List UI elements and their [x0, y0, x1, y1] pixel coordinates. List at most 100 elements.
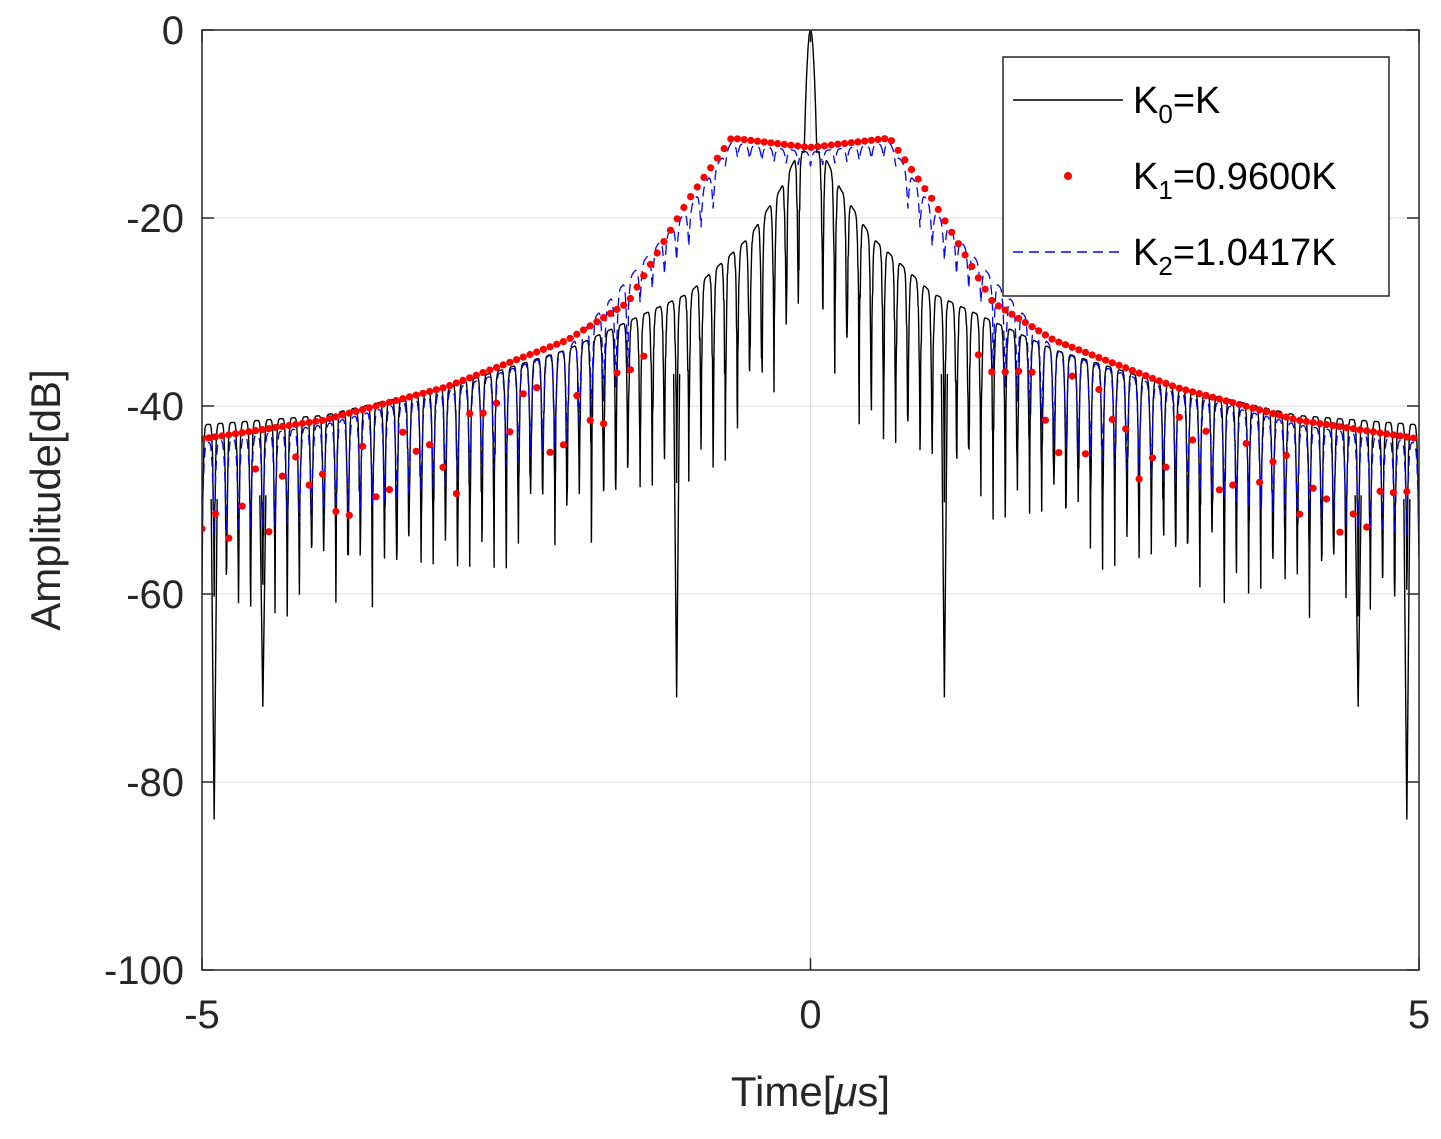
series-k1-point [432, 386, 440, 394]
series-k1-point [298, 419, 306, 427]
series-k1-point [492, 363, 501, 372]
series-k1-point [452, 379, 460, 387]
series-k1-point [238, 429, 246, 437]
series-k1-point [1276, 411, 1284, 419]
series-k1-point [1088, 351, 1096, 359]
series-k1-point [506, 358, 514, 366]
series-k1-point [405, 393, 414, 401]
series-k1-point [1296, 510, 1304, 518]
series-k1-point [1282, 413, 1290, 421]
series-k1-point [1028, 368, 1036, 376]
series-k1-point [566, 334, 574, 342]
series-k1-point [1081, 450, 1090, 458]
series-k1-point [988, 368, 996, 376]
series-k0-null [210, 499, 218, 820]
series-k1-point [238, 502, 246, 510]
series-k1-point [345, 409, 353, 417]
y-tick-label: -100 [104, 949, 184, 993]
series-k1-point [774, 140, 782, 148]
legend-label-k0-base: K [1133, 80, 1158, 122]
series-k1-point [372, 493, 380, 501]
series-k0-null [672, 374, 681, 698]
series-k1-point [459, 376, 467, 384]
series-k1-point [1102, 356, 1110, 364]
series-k1-point [1001, 368, 1009, 376]
series-k1-point [1055, 338, 1063, 346]
series-k1-point [1403, 433, 1411, 441]
series-k0-null [259, 495, 267, 707]
series-k1-point [600, 314, 608, 322]
series-k1-point [1075, 346, 1083, 354]
series-k1-point [780, 140, 788, 148]
series-k1-point [292, 420, 300, 428]
series-k1-point [1122, 364, 1130, 372]
series-k1-point [914, 175, 922, 183]
series-k1-point [1282, 451, 1290, 459]
legend-label-k1-sub: 1 [1158, 175, 1172, 205]
legend-label-k0-rest: =K [1173, 80, 1221, 122]
series-k1-point [1235, 400, 1244, 409]
series-k1-point [506, 428, 514, 436]
series-k1-point [265, 425, 273, 433]
series-k1-point [1142, 372, 1150, 380]
y-tick-label: -60 [126, 573, 184, 617]
series-k0-null [1403, 499, 1411, 820]
legend-label-k1: K1=0.9600K [1133, 156, 1337, 205]
series-k1-point [1322, 421, 1331, 429]
series-k1-point [1001, 306, 1009, 314]
series-k1-point [426, 387, 434, 396]
series-k1-point [1356, 426, 1364, 434]
series-k1-point [399, 395, 407, 403]
series-k1-point [231, 430, 240, 438]
series-k1-point [285, 421, 293, 430]
series-k1-point [901, 156, 909, 164]
series-k1-point [861, 137, 869, 145]
series-k1-point [472, 371, 480, 379]
series-k1-point [225, 534, 233, 542]
series-k1-point [1229, 399, 1237, 407]
series-k1-point [934, 205, 942, 214]
series-k1-point [546, 448, 554, 456]
series-k1-point [1108, 415, 1116, 423]
series-k1-point [202, 435, 206, 443]
series-k1-point [251, 427, 260, 435]
series-k1-point [305, 481, 313, 489]
series-k1-point [251, 465, 260, 473]
series-k1-point [1115, 361, 1123, 369]
series-k1-point [640, 272, 648, 280]
series-k1-point [1189, 388, 1197, 396]
series-k1-point [1175, 384, 1183, 392]
series-k1-point [1376, 487, 1384, 495]
x-tick-label: -5 [184, 993, 220, 1037]
series-k1-point [626, 366, 635, 374]
series-k1-point [653, 249, 661, 257]
series-k1-point [820, 142, 829, 150]
series-k1-point [202, 525, 206, 533]
series-k1-point [941, 217, 949, 225]
series-k1-point [894, 146, 902, 154]
series-k1-markers [202, 135, 1418, 542]
series-k1-point [479, 369, 487, 377]
series-k1-point [633, 283, 641, 291]
series-k1-point [359, 442, 367, 450]
series-k1-point [666, 226, 675, 234]
series-k1-point [466, 374, 474, 382]
series-k1-point [452, 490, 460, 498]
series-k1-point [1148, 374, 1157, 382]
series-k1-point [1169, 382, 1177, 390]
series-k1-point [519, 353, 527, 361]
series-k1-point [586, 416, 594, 424]
series-k1-point [974, 274, 983, 282]
series-k1-point [834, 140, 842, 148]
series-k1-point [332, 413, 340, 421]
legend-label-k0-sub: 0 [1158, 99, 1172, 129]
series-k1-point [1162, 463, 1170, 471]
x-axis-title-prefix: Time[ [731, 1068, 835, 1115]
series-k1-point [1302, 417, 1310, 426]
series-k1-point [245, 428, 253, 436]
series-k1-point [600, 420, 608, 428]
series-k1-point [492, 399, 501, 407]
series-k1-point [974, 351, 983, 359]
series-k1-point [620, 301, 628, 309]
